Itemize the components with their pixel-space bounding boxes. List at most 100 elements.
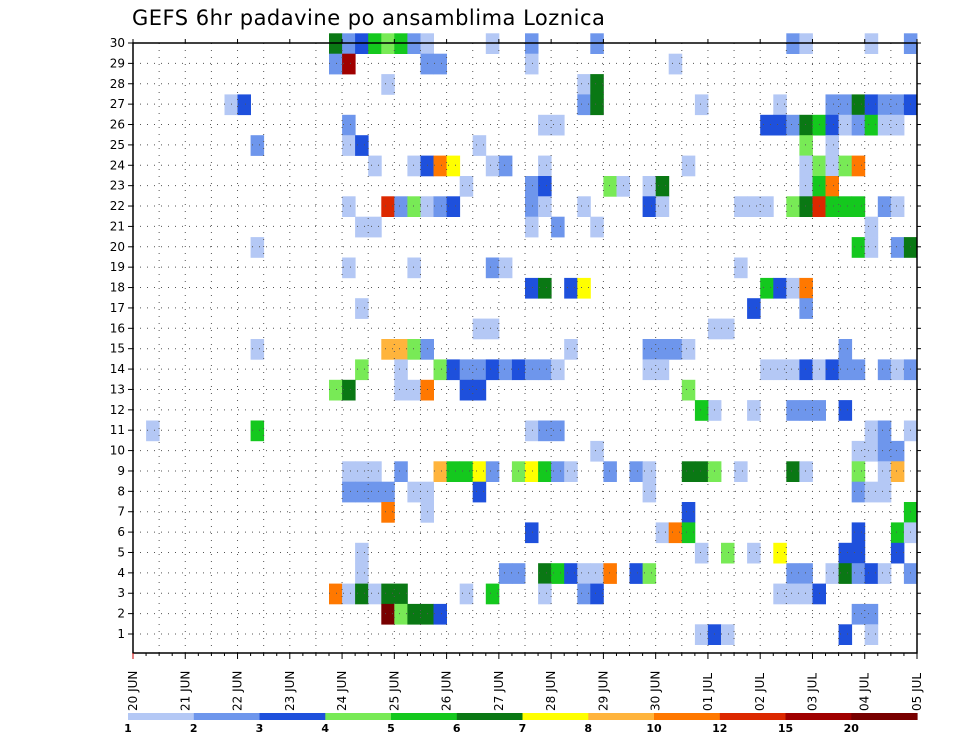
heatmap-cell <box>655 196 670 217</box>
heatmap-cell <box>903 420 918 442</box>
heatmap-cell <box>851 114 866 136</box>
legend-swatch <box>391 713 458 720</box>
heatmap-cell <box>407 603 421 625</box>
heatmap-cell <box>525 359 539 381</box>
y-tick-label: 19 <box>110 260 125 274</box>
heatmap-cell <box>799 155 813 177</box>
heatmap-cell <box>864 216 879 238</box>
legend-label: 20 <box>844 722 860 735</box>
heatmap-cell <box>851 359 866 381</box>
legend-swatch <box>588 713 655 720</box>
heatmap-cell <box>864 114 879 136</box>
heatmap-cell <box>760 277 774 299</box>
legend-label: 8 <box>584 722 592 735</box>
y-tick-label: 12 <box>110 403 125 417</box>
heatmap-cell <box>498 563 513 584</box>
heatmap-cell <box>903 359 918 381</box>
heatmap-cell <box>355 298 369 319</box>
heatmap-cell <box>864 237 879 258</box>
heatmap-cell <box>329 583 343 605</box>
heatmap-cell <box>368 481 382 503</box>
heatmap-cell <box>851 461 866 482</box>
heatmap-cell <box>851 481 866 503</box>
heatmap-cell <box>838 339 853 360</box>
heatmap-cell <box>446 359 461 381</box>
heatmap-cell <box>381 339 395 360</box>
heatmap-cell <box>564 563 578 584</box>
heatmap-cell <box>538 114 552 136</box>
x-tick-label: 29 JUN <box>596 671 610 711</box>
heatmap-cell <box>890 359 905 381</box>
heatmap-cell <box>890 542 905 564</box>
heatmap-cell <box>420 481 434 503</box>
heatmap-cell <box>355 135 369 156</box>
heatmap-cell <box>590 583 604 605</box>
heatmap-cell <box>786 563 800 584</box>
heatmap-cell <box>538 196 552 217</box>
heatmap-cell <box>838 400 853 421</box>
heatmap-cell <box>407 379 421 401</box>
heatmap-cell <box>747 298 761 319</box>
heatmap-cell <box>564 277 578 299</box>
x-tick-label: 24 JUN <box>335 671 349 711</box>
heatmap-cell <box>838 155 853 177</box>
heatmap-cell <box>459 583 474 605</box>
heatmap-cell <box>407 481 421 503</box>
heatmap-cell <box>603 563 617 584</box>
heatmap-cell <box>851 237 866 258</box>
heatmap-cell <box>890 94 905 116</box>
heatmap-cell <box>551 420 565 442</box>
heatmap-cell <box>799 400 813 421</box>
heatmap-cell <box>342 461 356 482</box>
x-tick-label: 03 JUL <box>805 673 819 711</box>
heatmap-cell <box>773 359 787 381</box>
heatmap-cell <box>812 359 826 381</box>
heatmap-cell <box>707 461 722 482</box>
y-tick-label: 9 <box>117 464 125 478</box>
heatmap-cell <box>721 542 735 564</box>
heatmap-cell <box>355 583 369 605</box>
heatmap-cell <box>485 583 500 605</box>
y-tick-label: 14 <box>110 362 125 376</box>
x-tick-label: 27 JUN <box>492 671 506 711</box>
heatmap-cell <box>368 216 382 238</box>
y-tick-label: 18 <box>110 281 125 295</box>
heatmap-cell <box>250 339 265 360</box>
heatmap-cell <box>342 135 356 156</box>
y-tick-label: 4 <box>117 566 125 580</box>
heatmap-cell <box>903 522 918 544</box>
heatmap-cell <box>472 379 487 401</box>
heatmap-cell <box>799 277 813 299</box>
heatmap-cell <box>655 359 670 381</box>
heatmap-cell <box>812 176 826 197</box>
heatmap-cell <box>394 339 408 360</box>
heatmap-cell <box>747 542 761 564</box>
heatmap-cell <box>642 359 657 381</box>
heatmap-cell <box>250 135 265 156</box>
heatmap-cell <box>903 563 918 584</box>
heatmap-cell <box>786 359 800 381</box>
heatmap-cell <box>642 481 657 503</box>
heatmap-cell <box>825 563 839 584</box>
heatmap-cell <box>786 277 800 299</box>
y-tick-label: 2 <box>117 607 125 621</box>
heatmap-cell <box>773 114 787 136</box>
heatmap-cell <box>407 339 421 360</box>
heatmap-cell <box>786 196 800 217</box>
heatmap-cell <box>773 277 787 299</box>
heatmap-cell <box>877 196 892 217</box>
heatmap-cell <box>237 94 251 116</box>
heatmap-cell <box>877 114 892 136</box>
heatmap-cell <box>498 257 513 279</box>
heatmap-cell <box>329 53 343 75</box>
y-tick-label: 30 <box>110 36 125 50</box>
heatmap-cell <box>394 461 408 482</box>
heatmap-cell <box>485 155 500 177</box>
heatmap-cell <box>825 359 839 381</box>
heatmap-cell <box>590 563 604 584</box>
heatmap-cell <box>420 53 434 75</box>
heatmap-cell <box>355 216 369 238</box>
legend-label: 5 <box>387 722 395 735</box>
heatmap-cell <box>642 196 657 217</box>
heatmap-cell <box>773 542 787 564</box>
